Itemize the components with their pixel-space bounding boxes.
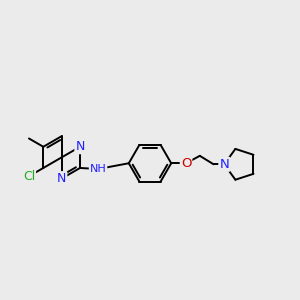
Text: N: N — [57, 172, 66, 185]
Text: N: N — [75, 140, 85, 153]
Text: Cl: Cl — [23, 170, 35, 183]
Text: NH: NH — [90, 164, 106, 174]
Text: O: O — [181, 157, 191, 170]
Text: N: N — [219, 158, 229, 171]
